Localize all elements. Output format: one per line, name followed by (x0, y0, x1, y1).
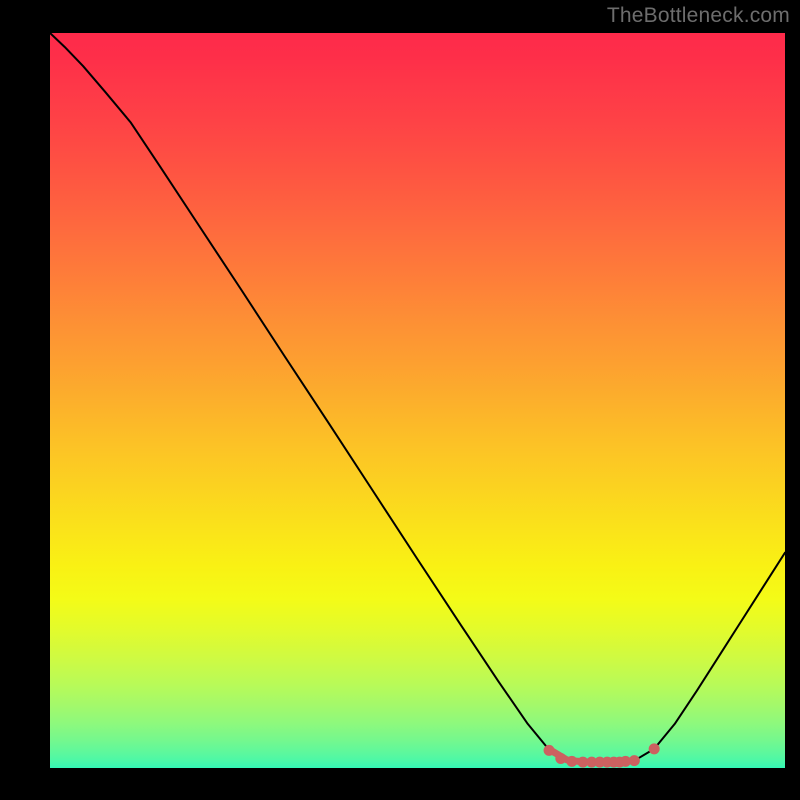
watermark-text: TheBottleneck.com (607, 4, 790, 28)
chart-background (50, 33, 785, 768)
data-marker (556, 753, 566, 763)
chart-area (50, 33, 785, 768)
data-marker (544, 745, 554, 755)
data-marker (629, 756, 639, 766)
data-marker (567, 756, 577, 766)
data-marker (649, 744, 659, 754)
